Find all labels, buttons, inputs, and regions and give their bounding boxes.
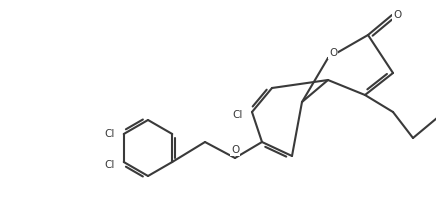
Text: Cl: Cl: [233, 110, 243, 120]
Text: O: O: [231, 145, 239, 155]
Text: O: O: [393, 10, 401, 20]
Text: Cl: Cl: [105, 160, 115, 170]
Text: Cl: Cl: [105, 129, 115, 139]
Text: O: O: [329, 48, 337, 58]
